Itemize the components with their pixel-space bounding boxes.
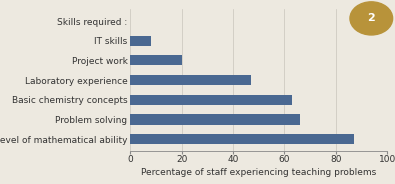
Circle shape [350,2,393,35]
Bar [130,134,354,144]
Bar [130,95,292,105]
Bar [130,114,300,125]
X-axis label: Percentage of staff experiencing teaching problems: Percentage of staff experiencing teachin… [141,168,376,177]
Bar [130,36,151,46]
Bar [130,55,182,66]
Bar [130,75,251,85]
Text: 2: 2 [367,13,375,23]
